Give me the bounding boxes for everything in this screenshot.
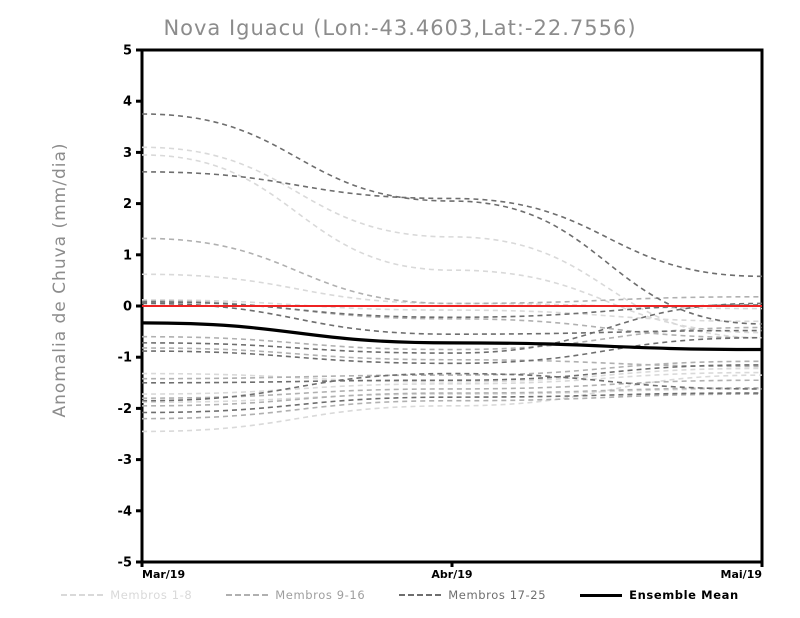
ensemble-mean-line <box>142 321 762 352</box>
x-axis-tick-label: Mar/19 <box>142 568 185 581</box>
x-axis-tick-label: Abr/19 <box>431 568 472 581</box>
ensemble-member-line <box>142 371 762 395</box>
ensemble-member-line <box>142 113 762 325</box>
ensemble-member-line <box>142 336 762 365</box>
ensemble-member-line <box>142 379 762 399</box>
ensemble-member-line <box>142 392 762 414</box>
ensemble-member-line <box>142 387 762 407</box>
y-axis-tick-label: 4 <box>123 95 132 110</box>
ensemble-member-line <box>142 301 762 319</box>
legend-swatch-membros-9-16 <box>226 594 269 596</box>
ensemble-member-line <box>142 154 762 334</box>
ensemble-member-line <box>142 146 762 339</box>
y-axis-tick-label: 1 <box>123 248 132 263</box>
ensemble-member-line <box>142 364 762 384</box>
legend-swatch-ensemble-mean <box>580 593 623 597</box>
legend-item-membros-17-25: Membros 17-25 <box>399 588 546 602</box>
ensemble-member-line <box>142 326 762 351</box>
ensemble-member-line <box>142 388 762 404</box>
ensemble-member-line <box>142 347 762 368</box>
y-axis-tick-label: -3 <box>118 453 132 468</box>
ensemble-member-line <box>142 302 762 335</box>
y-axis-tick-label: 3 <box>123 146 132 161</box>
ensemble-member-line <box>142 374 762 433</box>
y-axis-tick-label: -5 <box>118 556 132 571</box>
legend-label-ensemble-mean: Ensemble Mean <box>629 588 739 602</box>
legend-item-ensemble-mean: Ensemble Mean <box>580 588 739 602</box>
legend-item-membros-1-8: Membros 1-8 <box>61 588 192 602</box>
legend-label-membros-1-8: Membros 1-8 <box>110 588 193 602</box>
legend-swatch-membros-17-25 <box>399 594 442 596</box>
plot-frame <box>140 48 764 564</box>
ensemble-member-line <box>142 372 762 402</box>
legend-label-membros-17-25: Membros 17-25 <box>448 588 547 602</box>
ensemble-member-line <box>142 273 762 310</box>
y-axis-tick-label: 5 <box>123 44 132 59</box>
y-axis-tick-label: 0 <box>123 300 132 315</box>
ensemble-member-line <box>142 299 762 323</box>
series-group <box>142 113 762 433</box>
y-axis-tick-label: -1 <box>118 351 132 366</box>
ensemble-member-line <box>142 302 762 354</box>
ensemble-member-line <box>142 393 762 420</box>
y-axis-label: Anomalia de Chuva (mm/dia) <box>50 142 70 418</box>
ensemble-member-line <box>142 360 762 380</box>
ensemble-member-line <box>142 237 762 305</box>
chart-legend: Membros 1-8 Membros 9-16 Membros 17-25 E… <box>0 584 800 606</box>
legend-item-membros-9-16: Membros 9-16 <box>226 588 365 602</box>
ensemble-member-line <box>142 171 762 278</box>
page-title: Nova Iguacu (Lon:-43.4603,Lat:-22.7556) <box>163 16 637 40</box>
y-axis-tick-label: 2 <box>123 197 132 212</box>
y-axis-tick-label: -2 <box>118 402 132 417</box>
legend-label-membros-9-16: Membros 9-16 <box>275 588 366 602</box>
ensemble-member-line <box>142 367 762 383</box>
y-axis-tick-label: -4 <box>118 504 132 519</box>
legend-swatch-membros-1-8 <box>61 594 104 596</box>
x-axis-tick-label: Mai/19 <box>721 568 762 581</box>
